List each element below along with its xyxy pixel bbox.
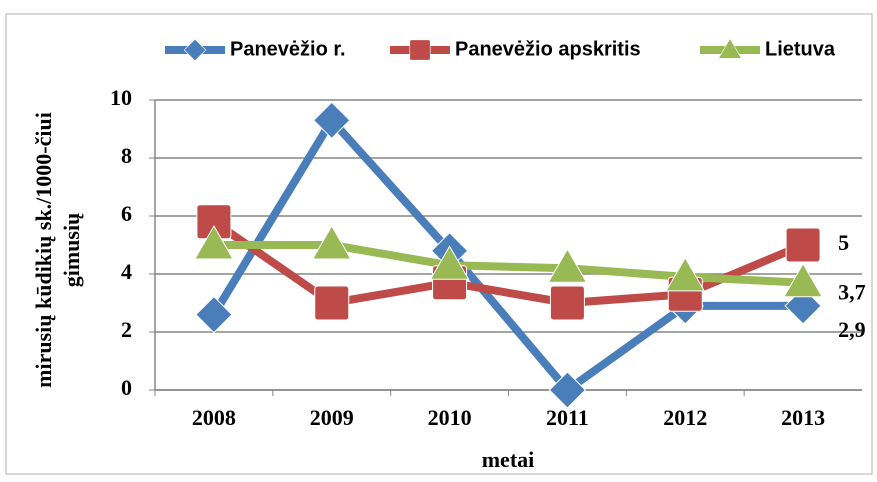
data-point <box>783 262 823 298</box>
data-label: 5 <box>838 230 849 255</box>
legend-label: Lietuva <box>765 38 836 60</box>
y-tick-label: 10 <box>110 85 132 110</box>
data-point <box>429 245 470 280</box>
x-tick-label: 2009 <box>310 405 354 430</box>
data-label: 3,7 <box>838 280 866 305</box>
y-axis-title: mirusių kūdikių sk./1000-čiui <box>31 112 56 388</box>
legend-label: Panevėžio apskritis <box>455 38 641 60</box>
legend-marker <box>718 37 742 59</box>
legend-marker <box>409 39 431 61</box>
data-point <box>195 295 233 334</box>
data-point <box>313 101 351 140</box>
series-line <box>211 218 805 307</box>
y-axis-title: gimusių <box>59 213 84 288</box>
data-point <box>547 248 588 283</box>
x-tick-label: 2013 <box>781 405 825 430</box>
data-point <box>548 371 587 409</box>
series-line <box>210 116 804 394</box>
y-tick-label: 0 <box>121 375 132 400</box>
y-tick-label: 2 <box>121 317 132 342</box>
y-tick-label: 8 <box>121 143 132 168</box>
data-point <box>194 224 234 260</box>
data-point <box>311 224 352 260</box>
x-tick-label: 2008 <box>192 405 236 430</box>
x-tick-label: 2011 <box>546 405 589 430</box>
data-point <box>665 256 706 292</box>
legend-label: Panevėžio r. <box>230 38 346 60</box>
data-point <box>549 285 585 321</box>
x-tick-label: 2012 <box>663 405 707 430</box>
y-tick-label: 4 <box>121 259 132 284</box>
series-line <box>213 241 804 287</box>
x-axis-title: metai <box>482 447 535 472</box>
data-label: 2,9 <box>838 317 866 342</box>
data-point <box>314 285 350 321</box>
legend-marker <box>183 38 207 62</box>
data-point <box>785 227 821 263</box>
y-tick-label: 6 <box>121 201 132 226</box>
x-tick-label: 2010 <box>428 405 472 430</box>
